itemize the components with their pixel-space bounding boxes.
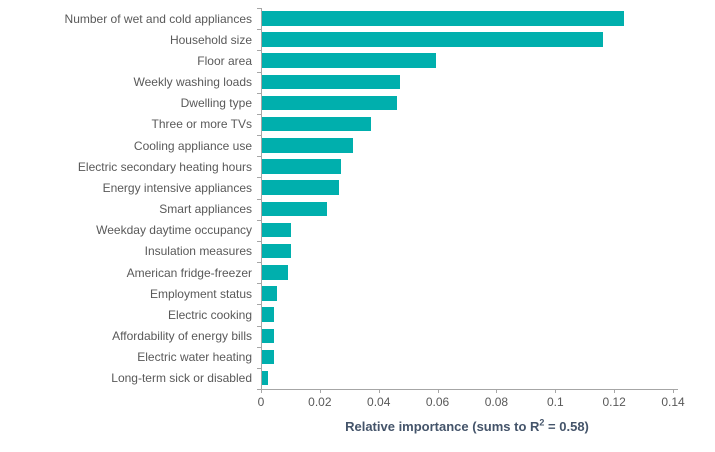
x-tick-mark (614, 389, 616, 393)
y-tick-mark (257, 304, 261, 306)
bar (262, 201, 327, 217)
category-label: Weekday daytime occupancy (96, 223, 252, 238)
category-label: Dwelling type (180, 96, 252, 111)
x-tick-mark (496, 389, 498, 393)
category-label: American fridge-freezer (126, 265, 252, 280)
bar (262, 222, 292, 238)
y-axis-line (261, 8, 262, 389)
category-label: Weekly washing loads (133, 75, 252, 90)
y-tick-mark (257, 156, 261, 158)
x-tick-mark (319, 389, 321, 393)
x-tick-mark (437, 389, 439, 393)
category-label: Employment status (149, 286, 252, 301)
y-tick-mark (257, 71, 261, 73)
r-squared-superscript: 2 (539, 417, 545, 428)
x-tick-label: 0.04 (367, 395, 391, 409)
y-tick-mark (257, 346, 261, 348)
x-tick-label: 0.14 (661, 395, 685, 409)
bar (262, 180, 339, 195)
x-tick-mark (378, 389, 380, 393)
y-tick-mark (257, 262, 261, 263)
bar (262, 32, 604, 47)
y-tick-mark (257, 29, 261, 31)
x-tick-mark (673, 389, 674, 393)
category-label: Electric cooking (167, 307, 252, 322)
y-tick-mark (257, 113, 261, 115)
category-label: Number of wet and cold appliances (64, 11, 252, 26)
x-tick-label: 0.06 (425, 395, 450, 409)
x-tick-mark (261, 389, 262, 393)
bar (262, 95, 398, 111)
category-label: Cooling appliance use (133, 138, 252, 153)
category-label: Electric water heating (137, 350, 252, 365)
y-tick-mark (257, 198, 261, 200)
bar (262, 349, 274, 365)
category-label: Affordability of energy bills (112, 329, 252, 344)
category-label: Household size (169, 32, 252, 47)
bar (262, 243, 292, 259)
x-tick-label: 0.1 (546, 395, 564, 409)
bar (262, 53, 436, 68)
x-axis-line (257, 389, 678, 390)
bar (262, 370, 268, 386)
category-label: Smart appliances (159, 202, 252, 217)
x-tick-label: 0.12 (602, 395, 626, 409)
y-tick-mark (257, 367, 261, 369)
category-label: Electric secondary heating hours (77, 159, 252, 174)
y-tick-mark (257, 240, 261, 242)
bar (262, 138, 354, 153)
bar (262, 286, 277, 301)
bar (262, 159, 342, 174)
y-tick-mark (257, 50, 261, 52)
x-axis-title-suffix: = 0.58) (544, 419, 589, 434)
bar (262, 265, 289, 280)
x-axis-title: Relative importance (sums to R2 = 0.58) (261, 417, 673, 434)
x-tick-mark (555, 389, 557, 393)
bar (262, 307, 274, 322)
y-tick-mark (257, 389, 261, 390)
y-tick-mark (257, 135, 261, 136)
bar (262, 116, 371, 132)
category-label: Three or more TVs (151, 117, 252, 132)
category-label: Insulation measures (144, 244, 252, 259)
x-tick-label: 0.02 (308, 395, 332, 409)
x-tick-label: 0 (257, 395, 265, 409)
bar (262, 74, 401, 90)
bar (262, 11, 624, 26)
y-tick-mark (257, 8, 261, 9)
x-tick-label: 0.08 (484, 395, 509, 409)
category-label: Long-term sick or disabled (111, 371, 252, 386)
category-label: Energy intensive appliances (102, 180, 252, 195)
y-tick-mark (257, 325, 261, 327)
bar (262, 328, 274, 344)
y-tick-mark (257, 219, 261, 221)
x-axis-title-prefix: Relative importance (sums to R (345, 419, 540, 434)
y-tick-mark (257, 177, 261, 179)
category-label: Floor area (197, 53, 252, 68)
y-tick-mark (257, 92, 261, 94)
y-tick-mark (257, 283, 261, 285)
